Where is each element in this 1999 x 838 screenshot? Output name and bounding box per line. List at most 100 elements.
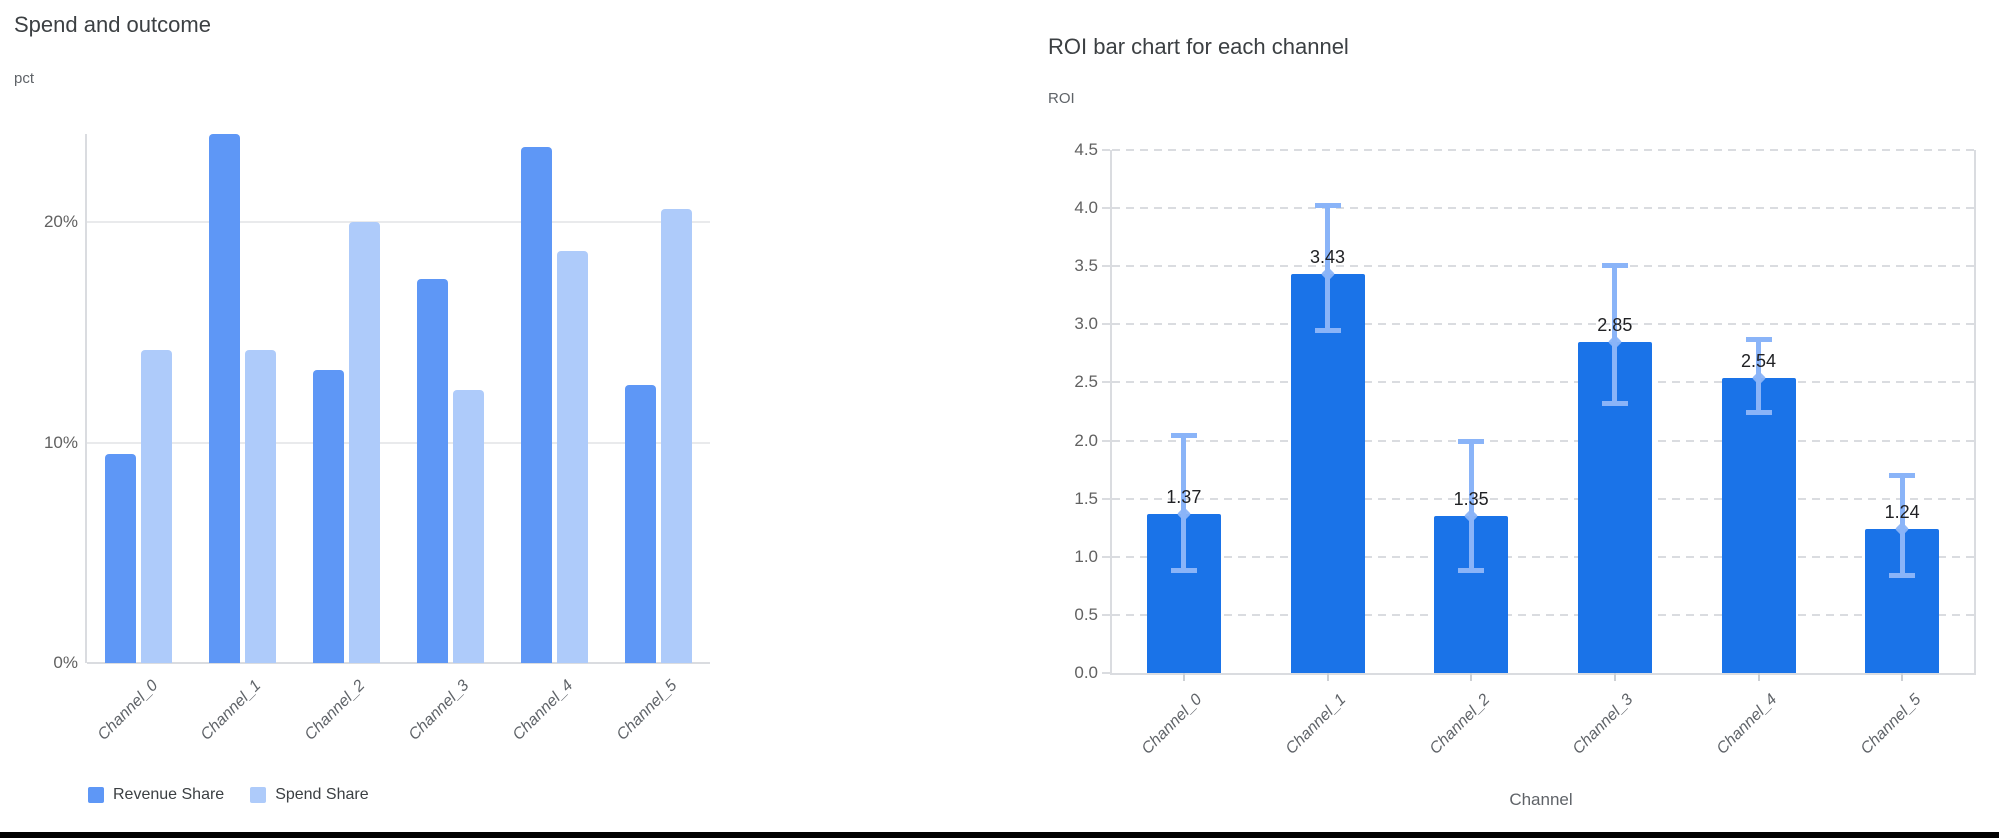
legend-swatch — [250, 787, 267, 803]
x-tick-label: Channel_2 — [301, 677, 369, 744]
y-tick-mark — [1102, 381, 1110, 384]
y-tick-mark — [1102, 323, 1110, 326]
y-tick-label: 0.0 — [1074, 663, 1098, 682]
y-tick-label: 1.5 — [1074, 488, 1098, 508]
x-tick-label: Channel_2 — [1426, 691, 1494, 758]
legend-swatch — [88, 787, 104, 803]
x-tick-label: Channel_5 — [613, 677, 681, 744]
y-tick-mark — [1102, 672, 1110, 674]
error-bar-cap-bottom — [1889, 572, 1916, 578]
bar — [313, 369, 345, 663]
x-axis-line — [87, 662, 710, 664]
y-tick-mark — [1102, 555, 1110, 558]
roi-chart: ROI bar chart for each channel ROI 0.0 0.… — [1030, 0, 1999, 838]
bar — [416, 279, 448, 663]
plot-area: 0.0 0.5 1.0 1.5 2.0 2.5 3.0 3.5 4.0 4.5 1.37 Channe… — [1074, 140, 1976, 758]
bar — [660, 208, 692, 663]
error-bar-cap-top — [1314, 203, 1341, 209]
bar — [1290, 274, 1365, 673]
bar — [1721, 377, 1796, 673]
legend-item: Revenue Share — [88, 786, 224, 804]
bar — [209, 134, 241, 663]
gridline — [1112, 207, 1974, 210]
bar — [556, 250, 588, 663]
y-tick-mark — [1102, 207, 1110, 210]
error-bar-cap-top — [1170, 433, 1197, 439]
gridline — [1112, 613, 1974, 616]
legend-item: Spend Share — [250, 786, 369, 804]
gridline — [87, 441, 710, 444]
y-tick-label: 3.5 — [1074, 256, 1098, 276]
y-tick-mark — [1102, 439, 1110, 442]
y-tick-label: 10% — [43, 432, 78, 452]
gridline — [1112, 555, 1974, 558]
bar — [624, 385, 656, 663]
x-tick-label: Channel_0 — [1139, 691, 1206, 758]
error-bar-cap-bottom — [1745, 410, 1772, 416]
bar-value-label: 3.43 — [1309, 247, 1346, 268]
error-bar-cap-bottom — [1314, 327, 1341, 333]
x-tick-mark — [1757, 673, 1760, 681]
y-tick-label: 2.0 — [1074, 430, 1098, 450]
gridline — [87, 221, 710, 224]
error-bar-line — [1181, 435, 1187, 571]
gridline — [1112, 323, 1974, 326]
chart-title: Spend and outcome — [14, 12, 211, 37]
y-tick-label: 0.5 — [1074, 604, 1098, 624]
y-tick-mark — [1102, 497, 1110, 500]
bar — [141, 350, 173, 663]
x-tick-label: Channel_0 — [94, 677, 161, 744]
y-axis-line — [85, 134, 87, 663]
spend-outcome-chart: Spend and outcome pct 0% 10% 20% Channel_0 C… — [0, 0, 800, 838]
gridline — [1112, 381, 1974, 384]
legend-label: Revenue Share — [113, 786, 225, 803]
error-bar-cap-bottom — [1170, 568, 1197, 574]
x-tick-label: Channel_5 — [1857, 691, 1925, 758]
plot-area: 0% 10% 20% Channel_0 Channel_1 Channel_2 Chann… — [44, 134, 710, 744]
x-tick-label: Channel_1 — [198, 677, 265, 744]
legend: Revenue Share Spend Share — [88, 786, 369, 804]
gridline — [1112, 497, 1974, 500]
x-tick-mark — [1613, 673, 1616, 681]
x-tick-label: Channel_1 — [1282, 691, 1350, 758]
error-bar-line — [1612, 265, 1618, 404]
y-tick-mark — [1102, 613, 1110, 616]
legend-label: Spend Share — [275, 786, 369, 803]
bar-value-label: 2.85 — [1597, 314, 1633, 335]
gridline — [1112, 149, 1974, 151]
y-tick-label: 4.0 — [1074, 198, 1098, 218]
y-tick-label: 20% — [43, 212, 78, 232]
bar-value-label: 1.37 — [1166, 486, 1202, 507]
bar — [245, 350, 277, 663]
error-bar-line — [1468, 441, 1474, 571]
x-tick-label: Channel_3 — [1570, 691, 1637, 758]
error-bar-cap-bottom — [1601, 400, 1628, 406]
x-tick-label: Channel_3 — [405, 677, 473, 744]
x-axis-title: Channel — [1509, 790, 1573, 809]
gridline — [1112, 265, 1974, 268]
bar-value-label: 1.24 — [1884, 501, 1920, 522]
gridline — [1112, 439, 1974, 442]
error-bar-cap-top — [1889, 472, 1916, 478]
y-tick-label: 3.0 — [1074, 314, 1098, 334]
error-bar-cap-top — [1601, 262, 1628, 268]
x-tick-mark — [1901, 673, 1904, 681]
bar-value-label: 2.54 — [1740, 350, 1777, 371]
x-tick-label: Channel_4 — [1713, 691, 1781, 758]
error-bar-cap-bottom — [1458, 568, 1485, 574]
chart-title: ROI bar chart for each channel — [1048, 34, 1349, 59]
y-tick-label: 0% — [53, 653, 78, 672]
bar-value-label: 1.35 — [1453, 489, 1489, 510]
bottom-border-line — [0, 832, 1999, 838]
y-tick-label: 1.0 — [1074, 546, 1098, 566]
error-bar-cap-top — [1458, 439, 1485, 445]
x-tick-label: Channel_4 — [509, 677, 577, 744]
x-tick-mark — [1182, 673, 1185, 681]
y-tick-mark — [1102, 265, 1110, 268]
error-bar-cap-top — [1745, 336, 1772, 342]
x-tick-mark — [1470, 673, 1473, 681]
bar — [520, 147, 552, 663]
bar — [105, 453, 137, 663]
y-tick-label: 2.5 — [1074, 372, 1098, 392]
